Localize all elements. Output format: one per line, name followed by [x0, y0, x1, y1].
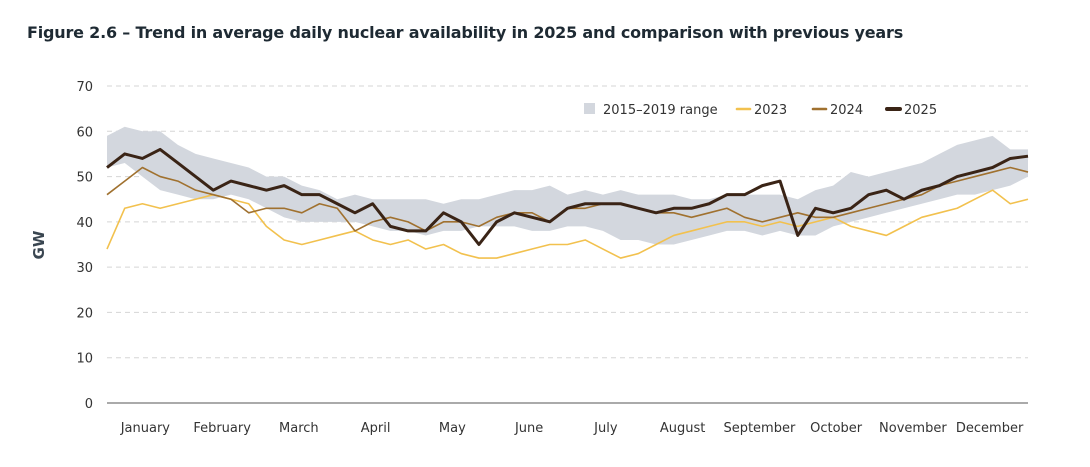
y-tick-label: 50	[76, 171, 93, 186]
y-tick-label: 20	[76, 306, 93, 321]
x-tick-label: May	[439, 421, 466, 436]
legend-label-range: 2015–2019 range	[603, 103, 718, 118]
legend-label-2024: 2024	[830, 103, 863, 118]
x-tick-label: July	[593, 421, 618, 436]
x-tick-label: January	[120, 421, 171, 436]
y-tick-label: 60	[76, 125, 93, 140]
x-tick-label: November	[879, 421, 947, 436]
x-tick-label: February	[193, 421, 251, 436]
y-tick-label: 30	[76, 261, 93, 276]
y-axis-label: GW	[30, 230, 48, 259]
x-tick-label: September	[723, 421, 796, 436]
x-tick-label: June	[514, 421, 543, 436]
range-band-2015-2019	[107, 126, 1028, 245]
y-tick-label: 10	[76, 352, 93, 367]
series-line-2025	[106, 147, 1029, 246]
y-tick-label: 40	[76, 216, 93, 231]
x-tick-label: April	[361, 421, 391, 436]
x-tick-label: August	[660, 421, 706, 436]
x-tick-label: December	[956, 421, 1024, 436]
series-line-2023	[106, 189, 1029, 259]
chart-title: Figure 2.6 – Trend in average daily nucl…	[27, 23, 904, 42]
x-tick-label: October	[810, 421, 863, 436]
y-tick-label: 0	[85, 397, 93, 412]
legend-swatch-range	[584, 103, 595, 114]
legend-label-2025: 2025	[904, 103, 937, 118]
legend-label-2023: 2023	[754, 103, 787, 118]
x-tick-label: March	[279, 421, 319, 436]
y-tick-label: 70	[76, 80, 93, 95]
